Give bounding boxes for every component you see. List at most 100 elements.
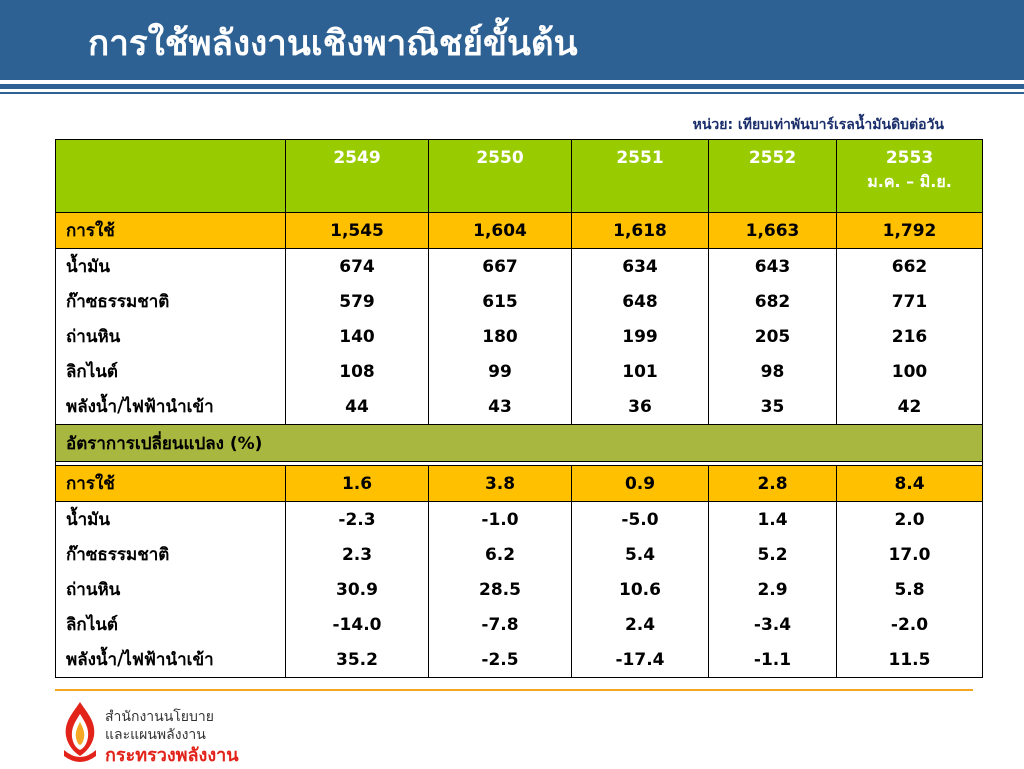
- table-cell: 205: [708, 319, 837, 354]
- table-cell: 682: [708, 284, 837, 319]
- table-cell: 1,618: [571, 212, 709, 249]
- section-label: อัตราการเปลี่ยนแปลง (%): [55, 424, 983, 462]
- table-cell: 634: [571, 248, 709, 284]
- ministry-name: กระทรวงพลังงาน: [105, 745, 239, 766]
- row-label: ถ่านหิน: [55, 319, 286, 354]
- table-cell: 35: [708, 389, 837, 425]
- flame-logo-icon: [64, 702, 96, 762]
- table-cell: 44: [285, 389, 429, 425]
- table-row: ลิกไนต์ -14.0 -7.8 2.4 -3.4 -2.0: [55, 607, 983, 642]
- table-cell: 98: [708, 354, 837, 389]
- change-total-row: การใช้ 1.6 3.8 0.9 2.8 8.4: [55, 465, 983, 502]
- footer-divider: [55, 689, 973, 691]
- table-cell: 2.3: [285, 537, 429, 572]
- header-year: 2553: [885, 148, 934, 168]
- header-corner-cell: [55, 139, 286, 213]
- row-label: ลิกไนต์: [55, 607, 286, 642]
- org-name-line1: สำนักงานนโยบาย: [105, 709, 214, 725]
- table-cell: 1.6: [285, 465, 429, 502]
- title-bar: การใช้พลังงานเชิงพาณิชย์ขั้นต้น: [0, 0, 1024, 80]
- title-divider-thin: [0, 92, 1024, 94]
- table-cell: 5.2: [708, 537, 837, 572]
- table-cell: 2.0: [836, 501, 983, 537]
- table-cell: 2.9: [708, 572, 837, 607]
- row-label: น้ำมัน: [55, 248, 286, 284]
- header-year: 2552: [708, 139, 837, 213]
- table-cell: 199: [571, 319, 709, 354]
- table-cell: 648: [571, 284, 709, 319]
- table-row: ลิกไนต์ 108 99 101 98 100: [55, 354, 983, 389]
- table-cell: -3.4: [708, 607, 837, 642]
- table-cell: 108: [285, 354, 429, 389]
- header-period: ม.ค. – มิ.ย.: [867, 172, 952, 191]
- row-label: ถ่านหิน: [55, 572, 286, 607]
- org-name-line2: และแผนพลังงาน: [105, 727, 206, 743]
- row-label: พลังน้ำ/ไฟฟ้านำเข้า: [55, 389, 286, 425]
- table-cell: 662: [836, 248, 983, 284]
- table-cell: -1.0: [428, 501, 572, 537]
- table-row: ก๊าซธรรมชาติ 579 615 648 682 771: [55, 284, 983, 319]
- table-cell: 42: [836, 389, 983, 425]
- unit-note: หน่วย: เทียบเท่าพันบาร์เรลน้ำมันดิบต่อวั…: [692, 117, 944, 133]
- energy-table: 2549 2550 2551 2552 2553 ม.ค. – มิ.ย. กา…: [55, 139, 983, 678]
- table-cell: 17.0: [836, 537, 983, 572]
- table-cell: 99: [428, 354, 572, 389]
- table-cell: 771: [836, 284, 983, 319]
- table-cell: 2.8: [708, 465, 837, 502]
- page-title: การใช้พลังงานเชิงพาณิชย์ขั้นต้น: [88, 24, 578, 64]
- table-cell: 36: [571, 389, 709, 425]
- table-row: ก๊าซธรรมชาติ 2.3 6.2 5.4 5.2 17.0: [55, 537, 983, 572]
- table-row: น้ำมัน 674 667 634 643 662: [55, 248, 983, 284]
- table-cell: 101: [571, 354, 709, 389]
- table-cell: 3.8: [428, 465, 572, 502]
- table-cell: 643: [708, 248, 837, 284]
- header-year: 2549: [285, 139, 429, 213]
- table-row: พลังน้ำ/ไฟฟ้านำเข้า 44 43 36 35 42: [55, 389, 983, 425]
- table-cell: 140: [285, 319, 429, 354]
- row-label: ก๊าซธรรมชาติ: [55, 284, 286, 319]
- table-cell: 6.2: [428, 537, 572, 572]
- row-label: น้ำมัน: [55, 501, 286, 537]
- table-row: ถ่านหิน 140 180 199 205 216: [55, 319, 983, 354]
- table-cell: 28.5: [428, 572, 572, 607]
- table-row: น้ำมัน -2.3 -1.0 -5.0 1.4 2.0: [55, 501, 983, 537]
- table-cell: -2.0: [836, 607, 983, 642]
- table-cell: 100: [836, 354, 983, 389]
- header-year: 2550: [428, 139, 572, 213]
- table-cell: 5.4: [571, 537, 709, 572]
- table-cell: -17.4: [571, 642, 709, 678]
- table-row: พลังน้ำ/ไฟฟ้านำเข้า 35.2 -2.5 -17.4 -1.1…: [55, 642, 983, 678]
- table-cell: -2.5: [428, 642, 572, 678]
- table-cell: 5.8: [836, 572, 983, 607]
- table-cell: -2.3: [285, 501, 429, 537]
- table-cell: 35.2: [285, 642, 429, 678]
- table-cell: 216: [836, 319, 983, 354]
- row-label: การใช้: [55, 465, 286, 502]
- table-cell: 10.6: [571, 572, 709, 607]
- table-cell: 579: [285, 284, 429, 319]
- table-cell: -1.1: [708, 642, 837, 678]
- table-cell: 667: [428, 248, 572, 284]
- consumption-total-row: การใช้ 1,545 1,604 1,618 1,663 1,792: [55, 212, 983, 249]
- table-cell: 674: [285, 248, 429, 284]
- row-label: ก๊าซธรรมชาติ: [55, 537, 286, 572]
- table-cell: 615: [428, 284, 572, 319]
- table-cell: 43: [428, 389, 572, 425]
- table-cell: 1,792: [836, 212, 983, 249]
- table-cell: -14.0: [285, 607, 429, 642]
- header-year-partial: 2553 ม.ค. – มิ.ย.: [836, 139, 983, 213]
- row-label: พลังน้ำ/ไฟฟ้านำเข้า: [55, 642, 286, 678]
- table-header-row: 2549 2550 2551 2552 2553 ม.ค. – มิ.ย.: [55, 139, 983, 213]
- title-divider: [0, 84, 1024, 89]
- table-cell: 8.4: [836, 465, 983, 502]
- table-cell: 2.4: [571, 607, 709, 642]
- table-cell: 1,545: [285, 212, 429, 249]
- table-row: ถ่านหิน 30.9 28.5 10.6 2.9 5.8: [55, 572, 983, 607]
- row-label: ลิกไนต์: [55, 354, 286, 389]
- table-cell: 0.9: [571, 465, 709, 502]
- change-section-row: อัตราการเปลี่ยนแปลง (%): [55, 424, 983, 462]
- table-cell: 11.5: [836, 642, 983, 678]
- table-cell: 30.9: [285, 572, 429, 607]
- header-year: 2551: [571, 139, 709, 213]
- row-label: การใช้: [55, 212, 286, 249]
